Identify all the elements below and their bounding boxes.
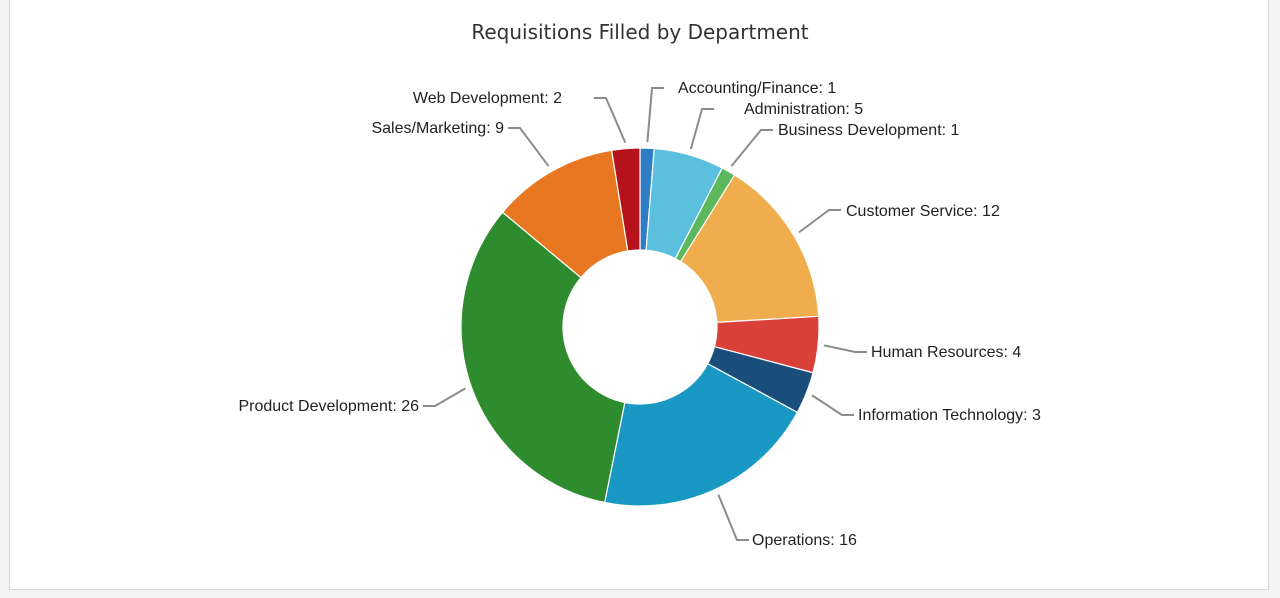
leader-lines-group xyxy=(423,87,867,541)
slice-label: Operations: 16 xyxy=(752,532,857,549)
slice-customer-service[interactable] xyxy=(679,174,820,324)
slice-label: Accounting/Finance: 1 xyxy=(678,80,836,97)
leader-line xyxy=(508,127,550,167)
leader-line xyxy=(594,97,627,143)
slice-label: Sales/Marketing: 9 xyxy=(371,120,504,137)
slice-label: Customer Service: 12 xyxy=(846,203,1000,220)
leader-line xyxy=(823,344,867,353)
slice-product-development[interactable] xyxy=(460,211,626,504)
leader-line xyxy=(811,394,854,416)
leader-line xyxy=(798,209,841,234)
leader-line xyxy=(423,387,466,407)
slice-label: Web Development: 2 xyxy=(413,90,562,107)
leader-line xyxy=(730,129,773,167)
leader-line xyxy=(689,108,714,150)
slice-labels-group: Accounting/Finance: 1 Administration: 5 Bu… xyxy=(238,80,1041,549)
slice-web-development[interactable] xyxy=(610,147,641,252)
slices-group xyxy=(460,147,820,507)
slice-operations[interactable] xyxy=(603,362,799,507)
slice-label: Administration: 5 xyxy=(744,101,863,118)
leader-line xyxy=(717,494,749,541)
slice-label: Human Resources: 4 xyxy=(871,344,1021,361)
leader-line xyxy=(646,87,664,143)
chart-title: Requisitions Filled by Department xyxy=(471,20,808,44)
slice-label: Information Technology: 3 xyxy=(858,407,1041,424)
slice-label: Product Development: 26 xyxy=(238,398,419,415)
slice-label: Business Development: 1 xyxy=(778,122,960,139)
